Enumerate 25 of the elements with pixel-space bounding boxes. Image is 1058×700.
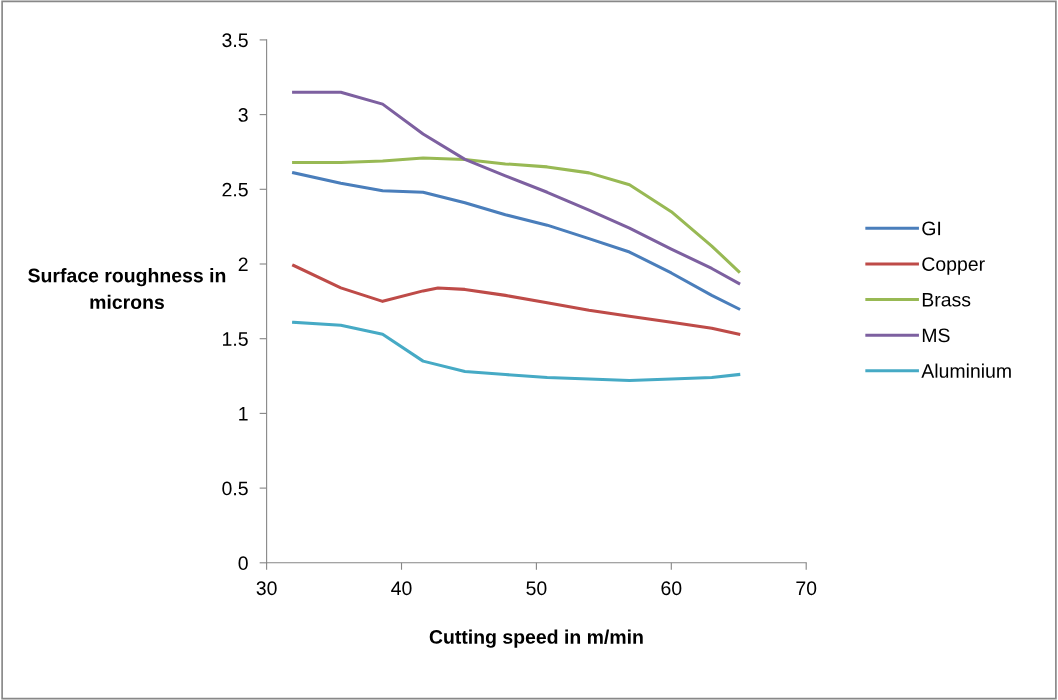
legend-label: Aluminium bbox=[921, 363, 1011, 378]
legend-label: GI bbox=[922, 221, 941, 236]
y-tick-label: 2 bbox=[238, 257, 248, 272]
line-series bbox=[292, 263, 741, 336]
y-tick-label: 1.5 bbox=[223, 332, 248, 346]
y-tick-label: 2.5 bbox=[222, 182, 248, 197]
legend-label: Brass bbox=[922, 293, 971, 307]
y-tick-label: 0.5 bbox=[222, 481, 248, 496]
legend-label: Copper bbox=[922, 257, 985, 275]
x-tick-label: 70 bbox=[796, 581, 817, 596]
x-tick-label: 30 bbox=[256, 581, 277, 596]
y-tick-label: 3.5 bbox=[222, 33, 248, 48]
line-series bbox=[292, 156, 741, 273]
x-tick-label: 40 bbox=[391, 581, 412, 596]
line-series bbox=[292, 90, 741, 285]
y-axis-title: Surface roughness in microns bbox=[28, 268, 226, 310]
x-tick-label: 60 bbox=[661, 581, 682, 596]
y-tick-label: 3 bbox=[238, 108, 248, 122]
y-tick-label: 0 bbox=[238, 556, 248, 571]
line-series bbox=[292, 320, 741, 383]
y-tick-label: 1 bbox=[239, 407, 248, 421]
x-tick-label: 50 bbox=[526, 581, 547, 596]
x-axis-title: Cutting speed in m/min bbox=[429, 629, 643, 648]
line-series bbox=[292, 171, 741, 311]
legend-label: MS bbox=[922, 328, 950, 343]
